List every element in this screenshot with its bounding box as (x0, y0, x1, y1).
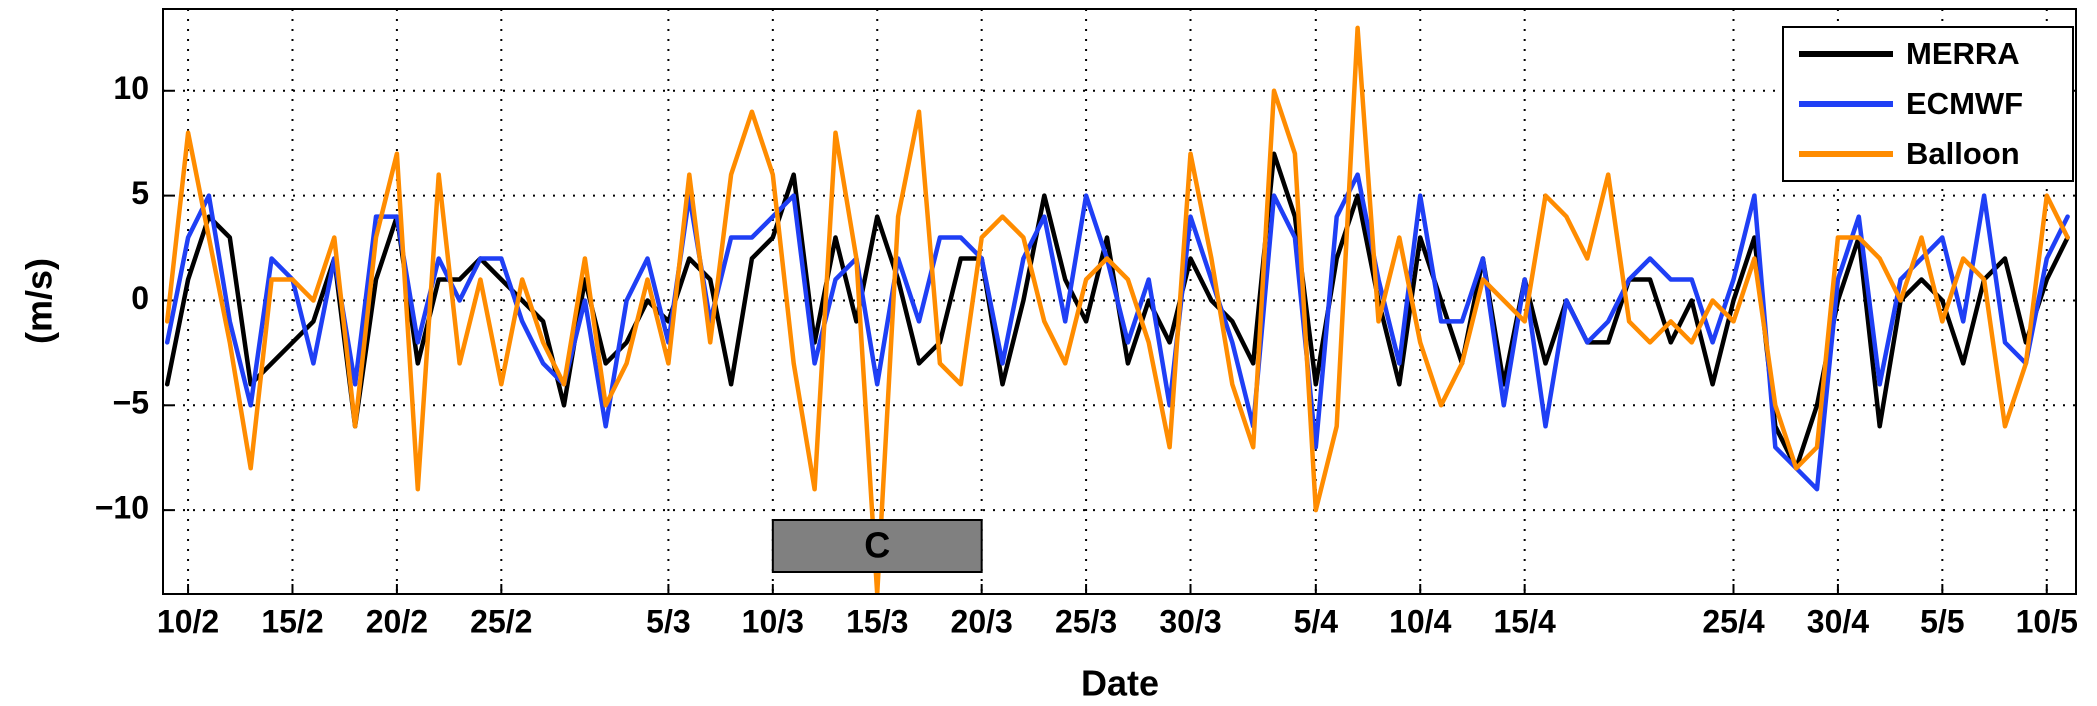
x-tick-label: 5/4 (1294, 603, 1339, 639)
legend-label: MERRA (1906, 36, 2020, 71)
x-tick-label: 10/3 (742, 603, 804, 639)
x-tick-label: 25/3 (1055, 603, 1117, 639)
data-line (164, 25, 2070, 594)
x-tick-label: 25/2 (470, 603, 532, 639)
x-tick-label: 10/2 (157, 603, 219, 639)
x-tick-label: 15/4 (1494, 603, 1556, 639)
data-line (164, 172, 2070, 492)
y-axis-label: (m/s) (19, 258, 60, 344)
x-tick-label: 10/5 (2016, 603, 2078, 639)
x-tick-label: 10/4 (1389, 603, 1451, 639)
y-tick-label: 0 (131, 280, 149, 316)
y-tick-label: 10 (113, 70, 149, 106)
x-tick-label: 25/4 (1702, 603, 1764, 639)
x-tick-label: 5/3 (646, 603, 690, 639)
annotation-label: C (864, 525, 890, 566)
legend-label: ECMWF (1906, 86, 2023, 121)
legend-label: Balloon (1906, 136, 2020, 171)
y-tick-label: 5 (131, 175, 149, 211)
y-tick-label: −5 (113, 385, 149, 421)
plot-frame (162, 8, 2077, 595)
x-tick-label: 15/2 (261, 603, 323, 639)
x-tick-label: 15/3 (846, 603, 908, 639)
x-axis-label: Date (1081, 663, 1159, 704)
x-tick-label: 20/3 (951, 603, 1013, 639)
x-tick-label: 30/3 (1159, 603, 1221, 639)
y-tick-label: −10 (95, 490, 149, 526)
x-tick-label: 20/2 (366, 603, 428, 639)
annotation-box (771, 519, 983, 573)
plot-area (164, 25, 2070, 594)
x-tick-label: 5/5 (1920, 603, 1964, 639)
x-tick-label: 30/4 (1807, 603, 1869, 639)
